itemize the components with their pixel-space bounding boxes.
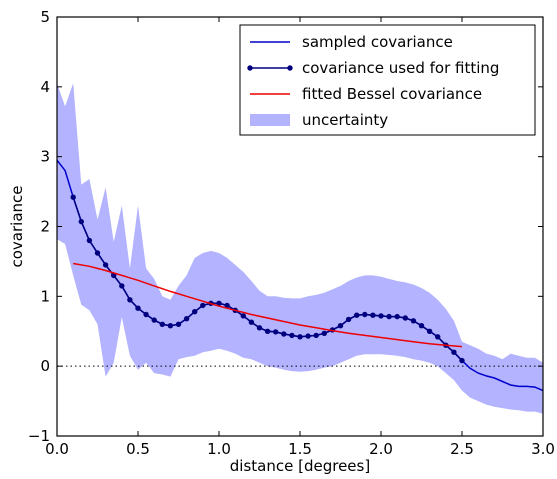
y-tick-label: 1: [40, 287, 50, 305]
x-tick-label: 0.0: [45, 440, 69, 458]
fitting-point: [337, 323, 344, 329]
x-tick-label: 3.0: [531, 440, 555, 458]
fitting-point: [354, 312, 360, 318]
y-tick-label: 4: [40, 78, 50, 96]
y-tick-label: 2: [40, 218, 50, 236]
legend-item-bessel: fitted Bessel covariance: [250, 85, 482, 103]
legend-label: covariance used for fitting: [302, 59, 499, 77]
bessel-covariance-line: [73, 262, 463, 348]
x-axis-ticks: 0.0 0.5 1.0 1.5 2.0 2.5 3.0: [45, 17, 555, 458]
y-axis-label: covariance: [8, 185, 26, 267]
x-tick-label: 1.0: [207, 440, 231, 458]
legend-label: sampled covariance: [302, 33, 453, 51]
fitting-point: [70, 194, 76, 200]
fitting-point: [240, 313, 246, 319]
x-tick-label: 2.0: [369, 440, 393, 458]
fitting-point: [273, 329, 279, 335]
fitting-point: [459, 357, 465, 364]
y-axis-ticks: −1 0 1 2 3 4 5: [28, 8, 543, 445]
fitting-point: [256, 325, 263, 331]
legend: sampled covariance covariance used for fi…: [239, 24, 536, 136]
legend-item-sampled: sampled covariance: [250, 33, 453, 51]
fitting-point: [183, 316, 190, 322]
fitting-point: [135, 305, 141, 311]
legend-marker: [247, 65, 253, 71]
y-tick-label: 5: [40, 8, 50, 26]
fitting-point: [297, 334, 303, 340]
y-tick-label: 3: [40, 148, 50, 166]
x-tick-label: 2.5: [450, 440, 474, 458]
fitting-point: [192, 309, 198, 315]
fitting-point: [451, 349, 457, 355]
fitting-point: [167, 323, 174, 329]
fitting-point: [216, 300, 222, 306]
fitting-point: [418, 323, 425, 329]
x-tick-label: 1.5: [288, 440, 312, 458]
fitting-point: [151, 317, 157, 323]
fitting-point: [321, 330, 327, 336]
fitting-point: [224, 302, 230, 309]
x-tick-label: 0.5: [126, 440, 150, 458]
fitting-point: [370, 312, 376, 318]
fitting-point: [426, 328, 433, 334]
fitting-point: [78, 218, 85, 225]
legend-item-fitting: covariance used for fitting: [247, 59, 499, 77]
fitting-point: [159, 321, 165, 327]
plot-area: [56, 83, 544, 414]
fitting-point: [386, 313, 392, 320]
fitting-point: [394, 313, 400, 320]
fitting-point: [200, 302, 206, 309]
legend-swatch: [250, 114, 290, 126]
fitting-point: [435, 334, 441, 340]
legend-marker: [287, 65, 293, 71]
fitting-point: [281, 331, 287, 337]
fitting-point: [175, 321, 182, 327]
fitting-point: [94, 250, 101, 256]
legend-label: fitted Bessel covariance: [302, 85, 482, 103]
uncertainty-band: [57, 83, 543, 414]
legend-item-uncertainty: uncertainty: [250, 111, 388, 129]
fitting-point: [410, 318, 417, 324]
fitting-point: [402, 315, 408, 321]
fitting-point: [127, 297, 133, 303]
fitting-point: [313, 332, 319, 339]
fitting-point: [86, 237, 93, 244]
fitting-point: [119, 283, 125, 289]
fitting-point: [248, 319, 255, 325]
fitting-point: [305, 333, 311, 339]
fitting-point: [102, 262, 109, 268]
fitting-point: [345, 316, 352, 323]
fitting-point: [362, 311, 368, 318]
fitting-point: [264, 328, 271, 334]
legend-label: uncertainty: [302, 111, 388, 129]
fitting-point: [289, 332, 295, 339]
fitting-point: [143, 311, 149, 318]
x-axis-label: distance [degrees]: [230, 457, 370, 475]
y-tick-label: 0: [40, 357, 50, 375]
fitting-point: [378, 313, 384, 319]
y-tick-label: −1: [28, 427, 50, 445]
